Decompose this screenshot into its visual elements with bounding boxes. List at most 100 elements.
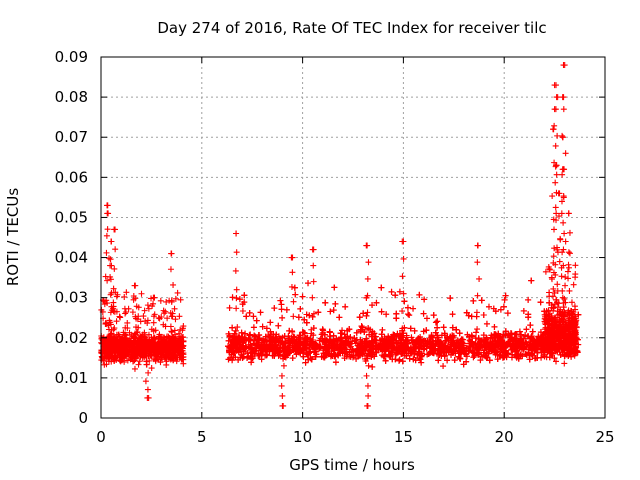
data-point [169, 313, 176, 320]
data-point [112, 246, 119, 253]
data-point [444, 357, 451, 364]
data-point [326, 336, 333, 343]
data-point [497, 351, 504, 358]
data-point [449, 311, 456, 318]
data-point [104, 300, 111, 307]
data-point [498, 346, 505, 353]
data-point [480, 312, 487, 319]
data-point [303, 311, 310, 318]
data-point [258, 356, 265, 363]
data-point [105, 210, 112, 217]
data-point [522, 332, 529, 339]
data-point [331, 284, 338, 291]
data-point [163, 298, 170, 305]
data-point [144, 320, 151, 327]
data-point [127, 339, 134, 346]
data-point [103, 297, 110, 304]
data-point [123, 353, 130, 360]
data-point [236, 296, 243, 303]
data-point [335, 345, 342, 352]
data-point [369, 302, 376, 309]
data-point [551, 355, 558, 362]
data-point [150, 294, 157, 301]
data-point [168, 297, 175, 304]
data-point [253, 317, 260, 324]
data-point [129, 309, 136, 316]
data-point [229, 294, 236, 301]
data-point [470, 297, 477, 304]
data-point [289, 355, 296, 362]
data-point [275, 322, 282, 329]
data-point [113, 342, 120, 349]
data-point [468, 313, 475, 320]
data-point [122, 310, 129, 317]
data-point [132, 353, 139, 360]
data-point [114, 336, 121, 343]
data-point [271, 305, 278, 312]
data-point [259, 323, 266, 330]
data-point [501, 296, 508, 303]
data-point [262, 333, 269, 340]
data-point [115, 331, 122, 338]
data-point [103, 249, 110, 256]
data-point [149, 303, 156, 310]
data-point [157, 359, 164, 366]
data-point [526, 356, 533, 363]
data-point [540, 347, 547, 354]
data-point [499, 354, 506, 361]
data-point [477, 357, 484, 364]
data-point [456, 355, 463, 362]
data-point [131, 334, 138, 341]
data-point [111, 226, 118, 233]
data-point [120, 329, 127, 336]
data-point [257, 350, 264, 357]
data-point [142, 350, 149, 357]
data-point [103, 361, 110, 368]
data-point [143, 361, 150, 368]
data-point [138, 290, 145, 297]
data-point [303, 319, 310, 326]
data-point [135, 361, 142, 368]
data-point [107, 262, 114, 269]
data-point [156, 315, 163, 322]
data-point [173, 358, 180, 365]
data-point [107, 331, 114, 338]
data-point [168, 328, 175, 335]
data-point [133, 303, 140, 310]
data-point [435, 351, 442, 358]
data-point [124, 349, 131, 356]
data-point [168, 250, 175, 257]
data-point [373, 299, 380, 306]
data-point [277, 297, 284, 304]
data-point [162, 308, 169, 315]
data-point [107, 309, 114, 316]
data-point [473, 329, 480, 336]
data-point [167, 309, 174, 316]
data-point [171, 305, 178, 312]
data-point [491, 323, 498, 330]
data-point [239, 308, 246, 315]
data-point [137, 353, 144, 360]
data-point [167, 341, 174, 348]
data-point [169, 337, 176, 344]
data-point [162, 323, 169, 330]
data-point [179, 334, 186, 341]
data-point [172, 295, 179, 302]
chart-title: Day 274 of 2016, Rate Of TEC Index for r… [157, 19, 546, 37]
data-points [98, 62, 582, 409]
data-point [133, 324, 140, 331]
data-point [492, 308, 499, 315]
data-point [406, 312, 413, 319]
data-point [103, 232, 110, 239]
data-point [485, 303, 492, 310]
data-point [177, 354, 184, 361]
data-point [143, 335, 150, 342]
data-point [122, 324, 129, 331]
data-point [306, 312, 313, 319]
data-point [418, 359, 425, 366]
data-point [106, 317, 113, 324]
data-point [525, 296, 532, 303]
data-point [416, 355, 423, 362]
data-point [164, 315, 171, 322]
data-point [149, 345, 156, 352]
